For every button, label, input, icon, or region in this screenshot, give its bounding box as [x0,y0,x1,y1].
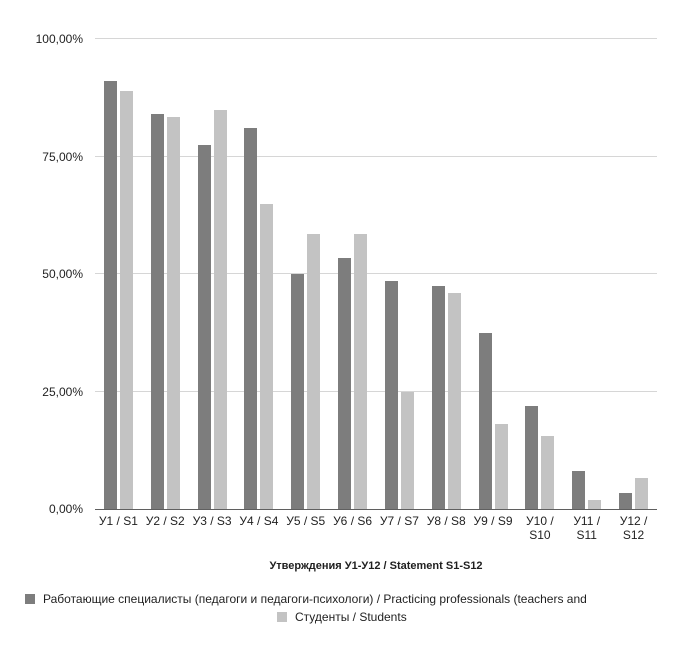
x-axis-tick-label-8: У8 / S8 [426,514,466,528]
bar-series2-У7[interactable] [400,391,414,509]
bar-series1-У1[interactable] [103,81,117,509]
bar-series1-У2[interactable] [150,114,164,509]
legend-label-students: Студенты / Students [295,610,407,624]
bar-series1-У9[interactable] [478,332,492,509]
y-axis: 100,00% 75,00% 50,00% 25,00% 0,00% [0,32,83,516]
x-axis-tick-labels: У1 / S1 У2 / S2 У3 / S3 У4 / S4 У5 / S5 У6 / … [95,514,657,542]
legend-swatch-students-icon [277,612,287,622]
bar-series2-У6[interactable] [354,234,368,509]
x-axis-tick-label-4: У4 / S4 [239,514,279,528]
x-axis-tick-label-2: У2 / S2 [145,514,185,528]
x-axis-title: Утверждения У1-У12 / Statement S1-S12 [269,560,483,572]
legend-item-students[interactable]: Студенты / Students [277,610,407,624]
bar-series2-У1[interactable] [119,90,133,509]
gridline-50 [95,273,657,274]
bar-series1-У8[interactable] [431,285,445,509]
x-axis-tick-label-3: У3 / S3 [192,514,232,528]
bar-series2-У2[interactable] [166,116,180,509]
bar-series1-У12[interactable] [619,492,633,509]
bar-group-11 [563,39,610,509]
bar-group-12 [610,39,657,509]
bar-series2-У4[interactable] [260,203,274,509]
x-axis-tick-label-6: У6 / S6 [333,514,373,528]
y-axis-tick-label-100: 100,00% [35,32,83,46]
bar-series2-У5[interactable] [307,234,321,509]
gridline-25 [95,390,657,392]
bar-series2-У11[interactable] [588,499,602,509]
bar-series2-У10[interactable] [541,436,555,509]
bar-group-1 [95,39,142,509]
plot-area [95,38,657,510]
x-axis-tick-label-10: У10 / S10 [526,514,554,542]
legend-swatch-professionals-icon [25,594,35,604]
bar-group-6 [329,39,376,509]
gridline-75 [95,155,657,157]
legend-label-professionals: Работающие специалисты (педагоги и педаг… [43,592,587,606]
bar-series1-У7[interactable] [384,281,398,509]
bar-group-2 [142,39,189,509]
x-axis-tick-label-5: У5 / S5 [286,514,326,528]
x-axis-tick-label-9: У9 / S9 [473,514,513,528]
x-axis-tick-label-7: У7 / S7 [379,514,419,528]
gridline-100 [95,38,657,39]
y-axis-tick-label-75: 75,00% [42,149,83,164]
bar-group-8 [423,39,470,509]
bar-group-3 [189,39,236,509]
bar-series1-У5[interactable] [291,274,305,509]
bar-series2-У9[interactable] [494,424,508,509]
y-axis-tick-label-25: 25,00% [42,384,83,399]
bar-series1-У10[interactable] [525,405,539,509]
bar-group-10 [516,39,563,509]
bar-series1-У6[interactable] [338,257,352,509]
bar-series2-У3[interactable] [213,109,227,509]
bar-group-9 [470,39,517,509]
bar-groups [95,39,657,509]
bar-series2-У12[interactable] [635,478,649,509]
bar-group-4 [235,39,282,509]
bar-series1-У11[interactable] [572,471,586,509]
legend-item-professionals[interactable]: Работающие специалисты (педагоги и педаг… [25,592,587,606]
x-axis-tick-label-11: У11 / S11 [573,514,601,542]
bar-series1-У3[interactable] [197,144,211,509]
x-axis-line [95,509,657,510]
bar-group-7 [376,39,423,509]
x-axis-tick-label-12: У12 / S12 [619,514,648,542]
bar-series1-У4[interactable] [244,128,258,509]
y-axis-tick-label-0: 0,00% [48,502,83,516]
bar-group-5 [282,39,329,509]
y-axis-tick-label-50: 50,00% [42,267,83,281]
bar-series2-У8[interactable] [447,292,461,509]
x-axis-tick-label-1: У1 / S1 [98,514,138,528]
